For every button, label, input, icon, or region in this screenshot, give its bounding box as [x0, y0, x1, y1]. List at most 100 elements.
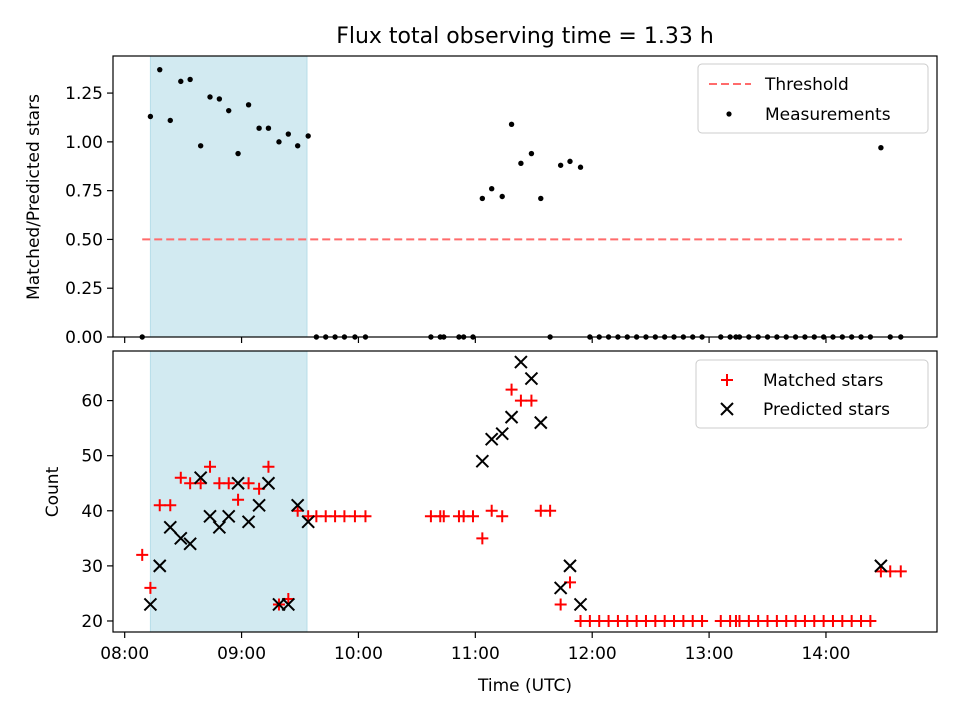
bottom-y-axis-label: Count — [43, 466, 63, 517]
bottom-y-tick-label: 20 — [81, 612, 103, 632]
bottom-predicted-point — [252, 498, 266, 512]
top-measurement-point — [878, 145, 884, 151]
bottom-predicted-point — [290, 498, 305, 512]
top-measurement-point — [538, 195, 544, 202]
bottom-predicted-point — [475, 454, 490, 468]
bottom-predicted-point — [203, 509, 217, 524]
bottom-matched-point — [338, 510, 351, 523]
bottom-predicted-point — [563, 559, 577, 573]
bottom-legend-predicted-swatch — [720, 402, 734, 416]
top-measurement-point — [294, 143, 301, 149]
top-measurement-point — [256, 125, 262, 131]
bottom-predicted-point — [261, 476, 276, 490]
bottom-y-tick-label: 50 — [81, 447, 103, 467]
bottom-matched-point — [174, 471, 187, 484]
bottom-matched-point — [476, 532, 489, 545]
top-measurement-point — [518, 160, 524, 167]
bottom-predicted-point — [163, 520, 177, 535]
top-measurement-point — [178, 78, 184, 85]
bottom-predicted-point — [281, 597, 296, 612]
bottom-matched-point — [242, 477, 255, 490]
bottom-matched-point — [164, 499, 177, 512]
bottom-matched-point — [696, 614, 709, 627]
top-y-axis-label: Matched/Predicted stars — [24, 94, 44, 300]
bottom-predicted-point — [514, 355, 528, 369]
bottom-matched-point — [144, 581, 157, 594]
top-measurement-point — [216, 96, 223, 102]
bottom-matched-point — [232, 493, 245, 506]
top-measurement-point — [167, 117, 173, 124]
bottom-predicted-point — [504, 410, 519, 424]
top-y-tick-label: 0.25 — [65, 279, 103, 299]
bottom-predicted-point — [241, 515, 256, 529]
bottom-predicted-point — [153, 559, 167, 573]
top-shaded-span — [149, 55, 308, 338]
bottom-matched-point — [894, 565, 907, 578]
bottom-predicted-point — [212, 520, 227, 535]
top-measurement-point — [305, 133, 311, 139]
top-y-tick-label: 0.50 — [65, 230, 103, 250]
bottom-legend: Matched stars Predicted stars — [695, 359, 929, 429]
top-panel: 0.00 0.25 0.50 0.75 1.00 1.25 — [65, 55, 938, 348]
bottom-predicted-point — [484, 432, 499, 446]
top-measurement-point — [235, 150, 241, 157]
top-legend-box — [697, 63, 929, 134]
top-measurement-point — [245, 102, 252, 108]
top-measurement-point — [577, 164, 584, 170]
bottom-matched-point — [485, 504, 498, 517]
bottom-predicted-point — [183, 537, 197, 551]
bottom-predicted-point — [534, 415, 548, 430]
top-measurement-point — [157, 66, 163, 73]
x-axis-label: Time (UTC) — [477, 676, 572, 696]
top-y-tick-label: 0.75 — [65, 182, 103, 202]
bottom-matched-point — [222, 477, 235, 490]
top-measurement-point — [207, 94, 213, 100]
top-y-tick-label: 0.00 — [65, 328, 103, 348]
bottom-predicted-point — [874, 559, 888, 573]
bottom-matched-point — [359, 510, 372, 523]
top-legend-measurements-swatch — [726, 111, 732, 117]
top-measurement-point — [147, 113, 154, 120]
bottom-panel: 20 30 40 50 60 08:00 09:00 10:00 11:00 12:00 13:00… — [81, 350, 938, 664]
top-measurement-point — [197, 143, 204, 149]
bottom-matched-point — [204, 460, 217, 473]
bottom-axes-frame — [112, 350, 938, 633]
top-measurement-point — [528, 150, 535, 157]
top-measurement-point — [276, 139, 282, 145]
bottom-predicted-point — [495, 426, 509, 441]
top-y-tick-label: 1.25 — [65, 84, 103, 104]
bottom-predicted-point — [231, 476, 245, 490]
bottom-predicted-point — [143, 597, 158, 612]
top-measurement-point — [226, 107, 232, 114]
bottom-legend-label-predicted: Predicted stars — [763, 400, 890, 420]
bottom-y-tick-label: 40 — [81, 502, 103, 522]
top-legend: Threshold Measurements — [697, 63, 929, 134]
top-measurement-point — [499, 193, 505, 200]
bottom-x-tick-label: 08:00 — [100, 644, 149, 664]
bottom-matched-point — [544, 504, 557, 517]
bottom-x-tick-label: 10:00 — [334, 644, 383, 664]
bottom-predicted-point — [573, 597, 588, 612]
top-y-tick-label: 1.00 — [65, 133, 103, 153]
bottom-matched-point — [437, 510, 450, 523]
top-measurement-point — [285, 131, 292, 137]
bottom-matched-point — [554, 598, 567, 611]
bottom-predicted-point — [301, 515, 315, 529]
bottom-legend-box — [695, 359, 929, 429]
bottom-matched-point — [514, 394, 527, 407]
bottom-legend-label-matched: Matched stars — [763, 371, 883, 391]
bottom-y-tick-label: 30 — [81, 557, 103, 577]
bottom-legend-matched-swatch — [721, 374, 733, 386]
bottom-shaded-span — [149, 350, 308, 633]
top-measurement-point — [265, 125, 272, 131]
bottom-predicted-point — [193, 471, 208, 485]
bottom-matched-point — [505, 383, 518, 396]
top-measurement-point — [567, 158, 573, 165]
bottom-predicted-point — [553, 581, 568, 595]
bottom-predicted-point — [222, 509, 236, 524]
top-axes-frame — [112, 55, 938, 338]
bottom-matched-point — [496, 510, 509, 523]
bottom-matched-point — [194, 477, 207, 490]
bottom-x-tick-label: 13:00 — [685, 644, 734, 664]
